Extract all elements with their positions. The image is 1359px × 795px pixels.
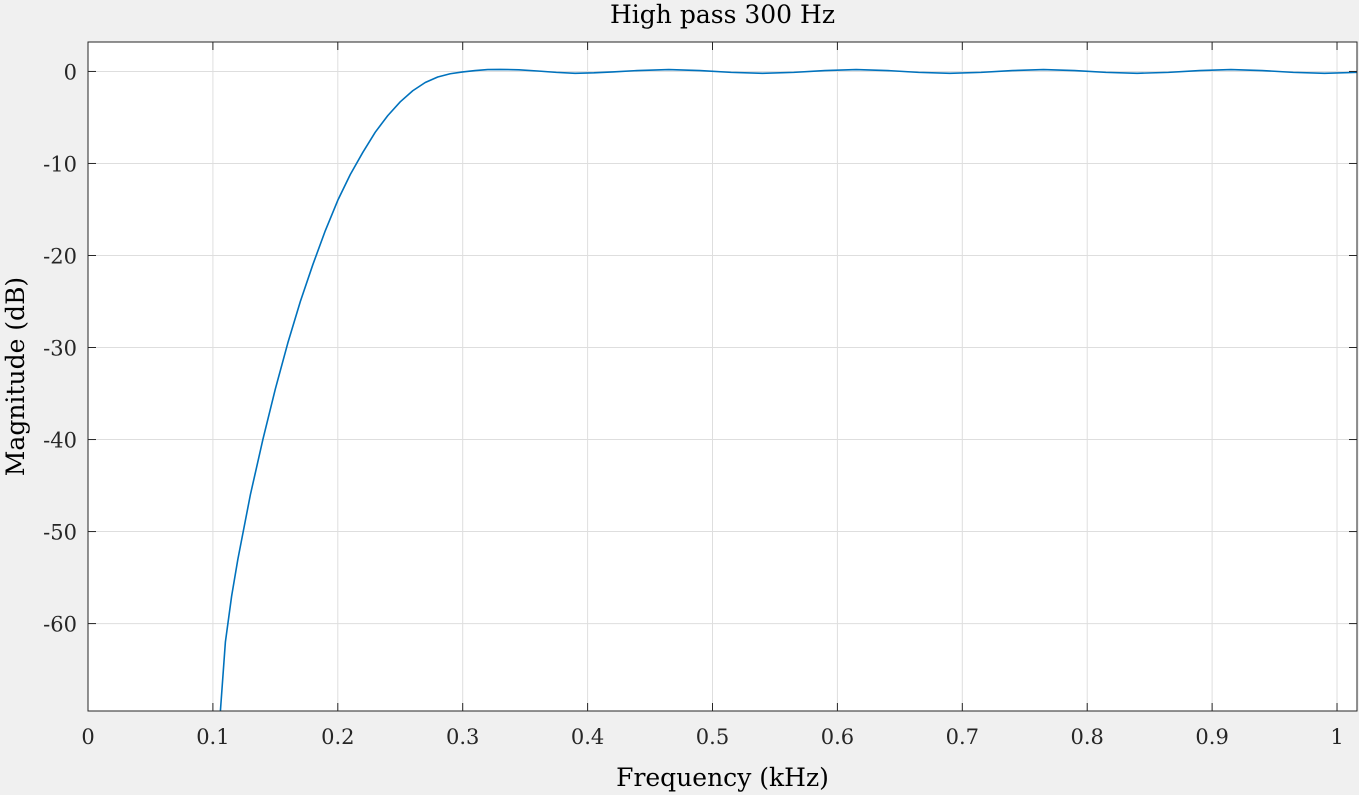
x-tick-label: 0.5 [696, 725, 729, 749]
x-axis-title: Frequency (kHz) [616, 763, 829, 792]
ticks: 0 0.1 0.2 0.3 0.4 0.5 0.6 0.7 0.8 0.9 1 0 -10 -20 -30 -… [43, 42, 1357, 749]
x-tick-label: 0.8 [1071, 725, 1104, 749]
x-tick-label: 0.4 [571, 725, 604, 749]
x-tick-label: 1 [1330, 725, 1343, 749]
y-tick-label: -50 [43, 521, 77, 545]
x-tick-label: 0.6 [821, 725, 854, 749]
x-tick-label: 0.9 [1195, 725, 1228, 749]
x-tick-label: 0.7 [946, 725, 979, 749]
x-tick-label: 0 [81, 725, 94, 749]
y-tick-label: -60 [43, 613, 77, 637]
y-axis-title: Magnitude (dB) [1, 277, 30, 476]
axes-box [87, 41, 1358, 712]
y-tick-label: 0 [64, 60, 77, 84]
y-tick-label: -20 [43, 244, 77, 268]
chart-title: High pass 300 Hz [610, 0, 835, 29]
x-tick-label: 0.1 [196, 725, 229, 749]
y-tick-label: -40 [43, 429, 77, 453]
x-tick-label: 0.3 [446, 725, 479, 749]
y-tick-label: -30 [43, 337, 77, 361]
y-tick-label: -10 [43, 152, 77, 176]
series-layer [219, 68, 1358, 712]
plot-area [88, 42, 1357, 711]
series-line [219, 68, 1358, 712]
x-tick-label: 0.2 [321, 725, 354, 749]
